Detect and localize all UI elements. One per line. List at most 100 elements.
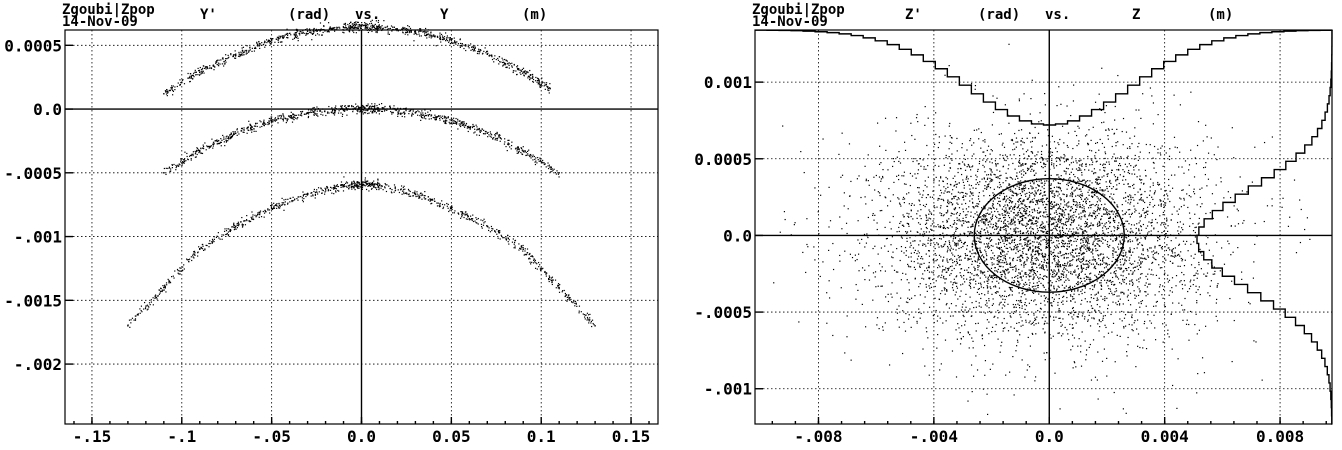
- right-particle: [997, 263, 999, 265]
- left-particle: [334, 107, 336, 109]
- right-particle: [1050, 183, 1052, 185]
- right-particle: [947, 249, 949, 251]
- right-particle: [945, 157, 947, 159]
- left-particle: [368, 190, 370, 192]
- right-particle: [959, 255, 962, 257]
- right-particle: [1069, 195, 1071, 197]
- right-particle: [987, 221, 989, 223]
- left-particle: [143, 301, 146, 304]
- right-particle: [1063, 178, 1065, 180]
- right-particle: [1056, 266, 1059, 268]
- left-particle: [267, 121, 269, 124]
- left-particle: [442, 36, 444, 39]
- left-particle: [544, 82, 546, 84]
- left-particle: [252, 216, 254, 218]
- right-particle: [1287, 225, 1290, 227]
- left-particle: [225, 61, 227, 63]
- left-particle: [404, 192, 406, 194]
- left-particle: [342, 190, 345, 192]
- right-particle: [1193, 257, 1195, 259]
- right-particle: [1031, 152, 1034, 154]
- left-particle: [246, 214, 248, 217]
- right-particle: [1109, 216, 1111, 218]
- left-particle: [511, 141, 513, 143]
- right-particle: [1117, 246, 1119, 248]
- right-particle: [919, 158, 921, 160]
- left-particle: [524, 70, 526, 72]
- left-particle: [296, 118, 298, 120]
- left-particle: [528, 75, 530, 77]
- right-particle: [1022, 187, 1024, 189]
- left-particle: [254, 125, 257, 127]
- left-particle: [206, 146, 209, 148]
- right-particle: [1031, 165, 1033, 167]
- left-particle: [543, 85, 545, 87]
- right-particle: [998, 197, 1000, 199]
- left-particle: [286, 28, 288, 30]
- right-particle: [1066, 245, 1068, 247]
- left-particle: [482, 220, 484, 222]
- right-particle: [950, 158, 952, 160]
- left-particle: [344, 105, 346, 107]
- left-particle: [365, 28, 367, 30]
- left-particle: [162, 284, 164, 287]
- right-particle: [1140, 214, 1143, 216]
- right-particle: [1049, 302, 1051, 304]
- right-particle: [1038, 247, 1040, 250]
- right-particle: [1100, 295, 1102, 297]
- left-particle: [371, 184, 373, 186]
- right-particle: [967, 257, 969, 260]
- left-particle: [357, 184, 359, 186]
- right-particle: [1078, 202, 1081, 204]
- right-particle: [961, 191, 963, 194]
- right-particle: [1119, 240, 1121, 242]
- left-particle: [321, 111, 323, 113]
- left-particle: [539, 86, 541, 88]
- left-particle: [242, 52, 245, 54]
- left-particle: [373, 180, 375, 182]
- right-particle: [916, 252, 918, 255]
- left-particle: [347, 185, 349, 187]
- left-particle: [557, 173, 560, 175]
- left-particle: [586, 316, 589, 319]
- left-particle: [546, 272, 548, 274]
- left-particle: [448, 40, 450, 42]
- left-particle: [536, 77, 539, 79]
- right-particle: [998, 200, 1000, 203]
- left-particle: [404, 31, 407, 33]
- left-particle: [242, 54, 244, 56]
- left-particle: [508, 139, 510, 141]
- right-particle: [1099, 270, 1101, 273]
- right-particle: [981, 207, 983, 209]
- right-particle: [1001, 144, 1003, 146]
- left-particle: [190, 157, 192, 160]
- left-particle: [415, 195, 417, 198]
- left-particle: [520, 147, 523, 150]
- right-particle: [908, 225, 910, 227]
- right-particle: [978, 258, 980, 261]
- left-particle: [333, 109, 335, 111]
- right-particle: [1002, 250, 1004, 252]
- right-particle: [1015, 270, 1017, 272]
- left-particle: [420, 112, 422, 114]
- right-particle: [892, 158, 895, 160]
- right-particle: [1248, 301, 1250, 304]
- left-particle: [508, 62, 510, 64]
- right-particle: [1121, 210, 1124, 212]
- right-particle: [884, 117, 887, 119]
- left-particle: [446, 35, 448, 37]
- left-particle: [376, 184, 379, 186]
- left-particle: [549, 278, 551, 280]
- left-particle: [366, 109, 369, 112]
- right-particle: [1136, 247, 1138, 249]
- left-particle: [340, 107, 342, 109]
- right-particle: [1306, 217, 1309, 219]
- left-x-tick-label: -.15: [73, 427, 112, 446]
- right-particle: [1041, 200, 1043, 202]
- right-particle: [1011, 138, 1013, 141]
- right-particle: [925, 197, 928, 199]
- right-particle: [1058, 218, 1060, 220]
- left-particle: [452, 42, 454, 44]
- right-particle: [1125, 325, 1127, 327]
- right-particle: [1061, 226, 1064, 228]
